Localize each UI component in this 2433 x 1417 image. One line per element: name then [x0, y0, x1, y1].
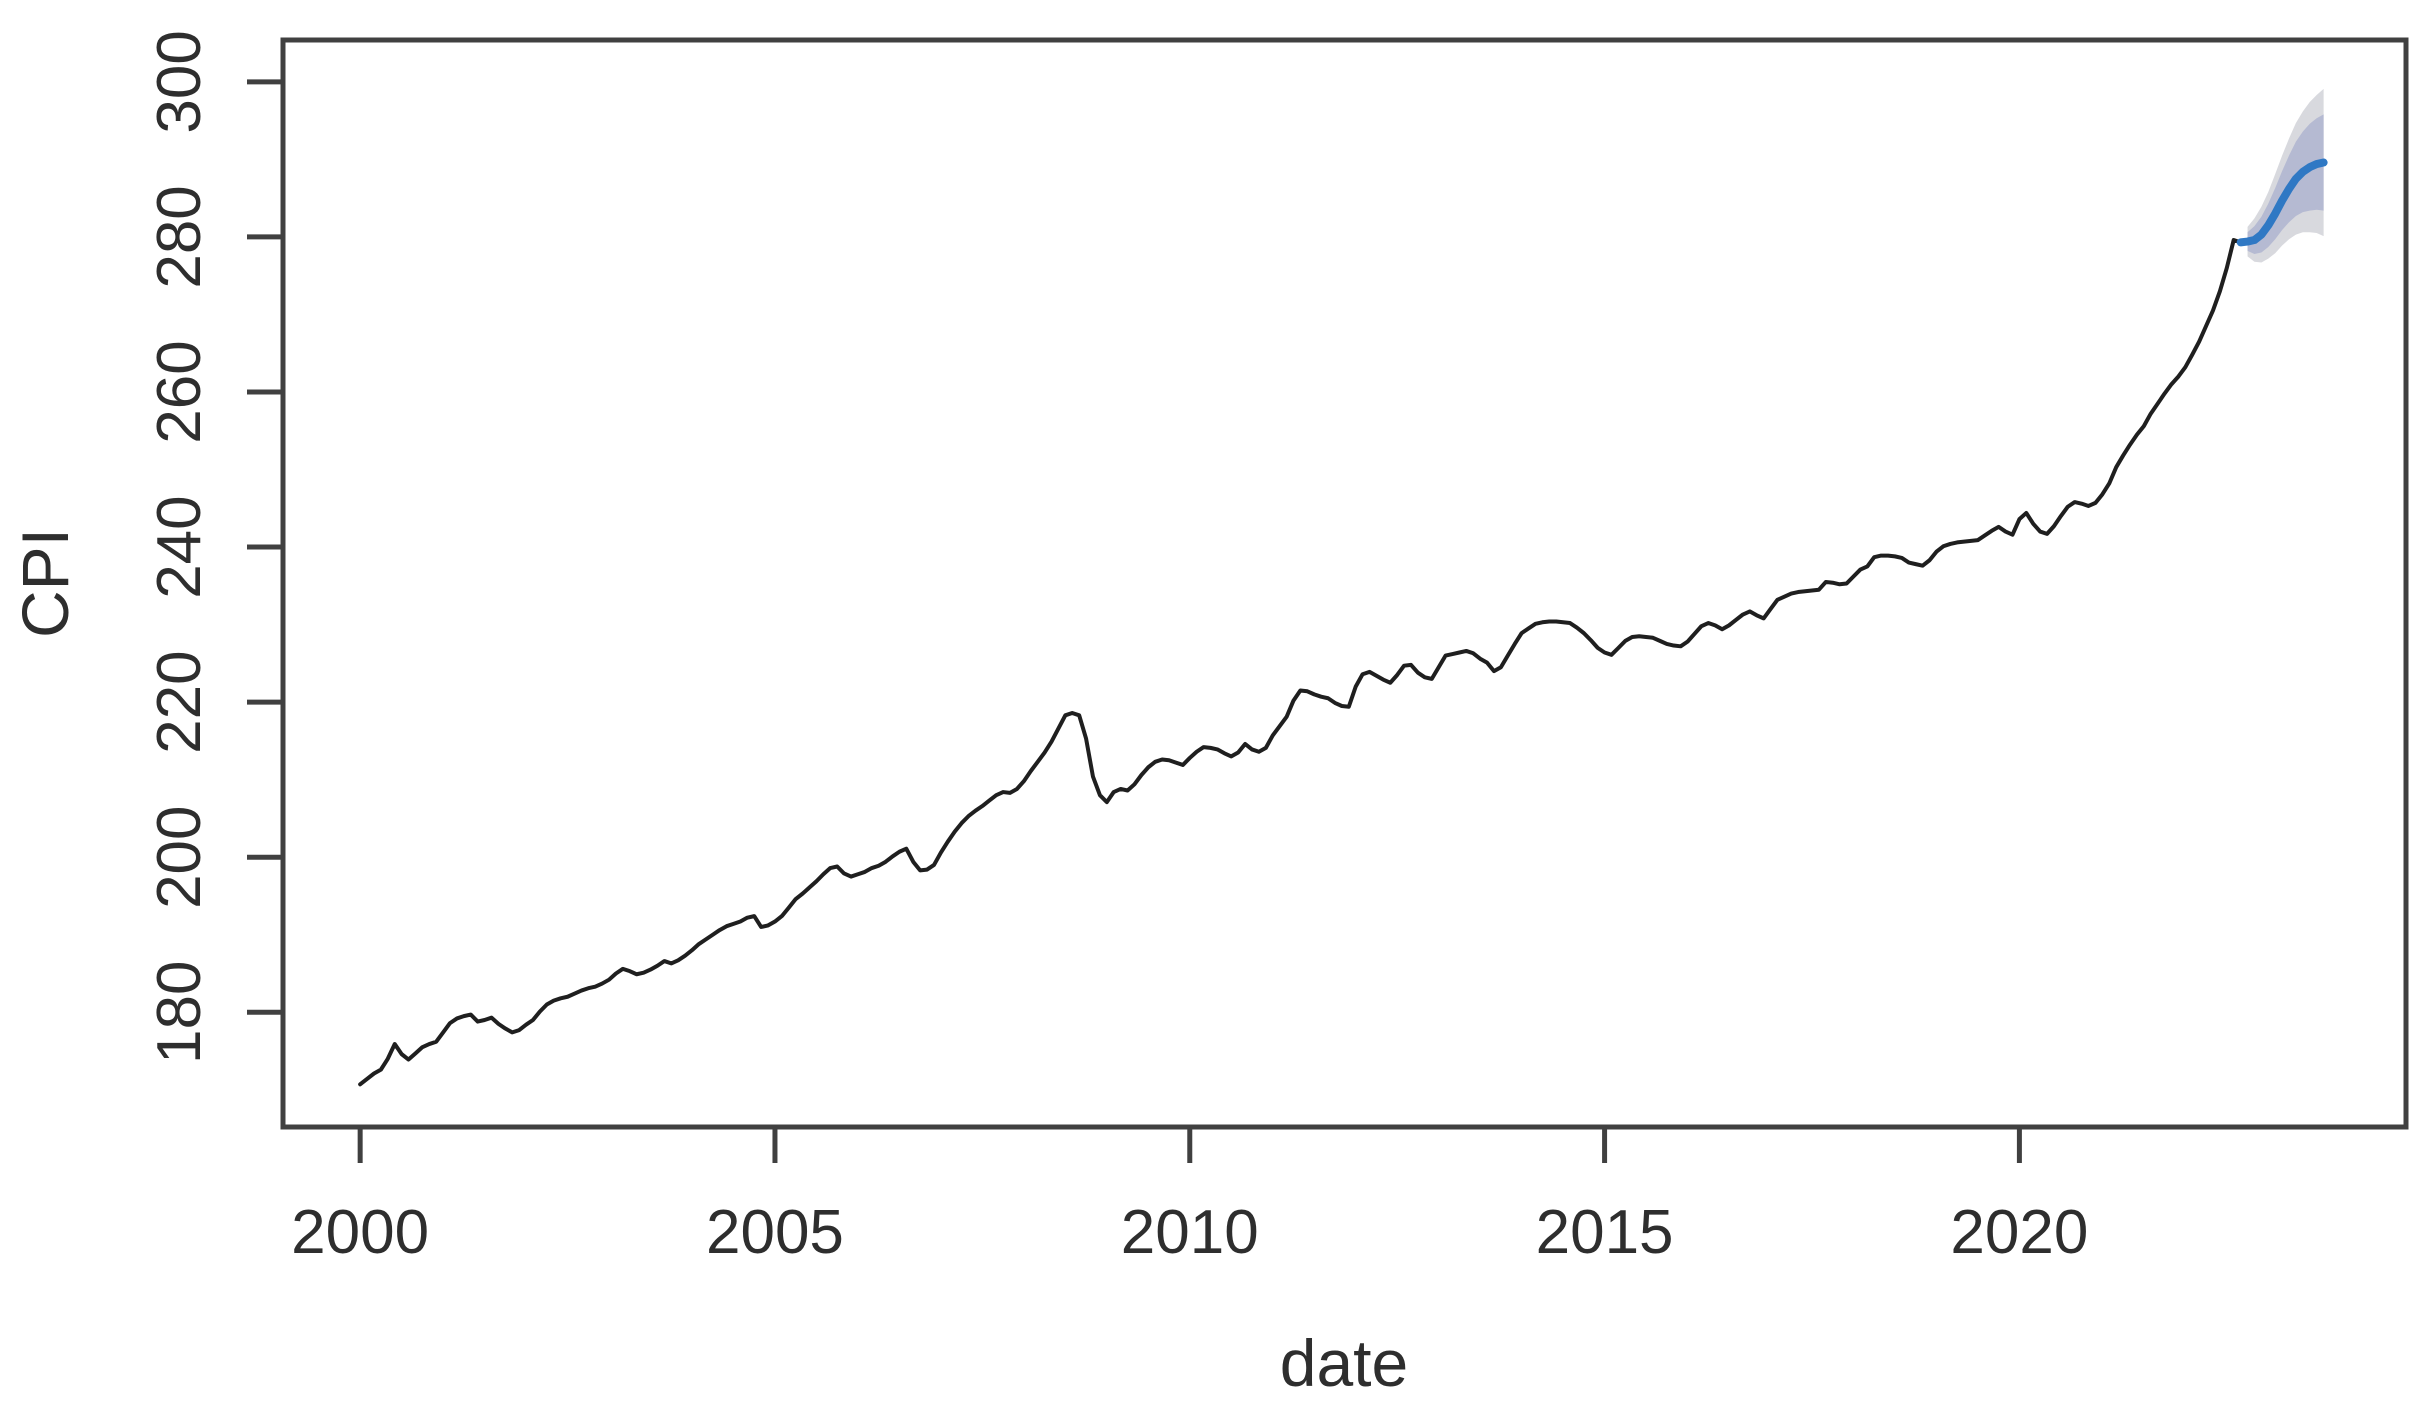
x-tick-label: 2015	[1536, 1198, 1674, 1267]
forecast-mean-line	[2236, 158, 2328, 247]
observed-cpi-line	[358, 238, 2243, 1087]
y-tick-label: 260	[145, 340, 214, 443]
x-axis-label: date	[1280, 1326, 1408, 1400]
forecast-confidence-bands	[2247, 88, 2324, 263]
x-tick-label: 2005	[706, 1198, 844, 1267]
plot-box	[280, 37, 2409, 1130]
axis-tick-labels-layer: 2000 2005 2010 2015 2020 180 200 220 240 260 280 30…	[145, 30, 2088, 1267]
y-tick-label: 180	[145, 961, 214, 1064]
y-tick-label: 300	[145, 30, 214, 133]
y-tick-label: 200	[145, 805, 214, 908]
y-axis-label: CPI	[8, 528, 82, 638]
band-80-interval	[2247, 114, 2324, 254]
x-tick-label: 2020	[1950, 1198, 2088, 1267]
y-tick-label: 240	[145, 495, 214, 598]
axes-layer	[247, 37, 2409, 1163]
y-tick-label: 220	[145, 650, 214, 753]
data-series-layer	[358, 158, 2328, 1087]
x-tick-label: 2010	[1121, 1198, 1259, 1267]
x-tick-label: 2000	[291, 1198, 429, 1267]
y-tick-label: 280	[145, 185, 214, 288]
